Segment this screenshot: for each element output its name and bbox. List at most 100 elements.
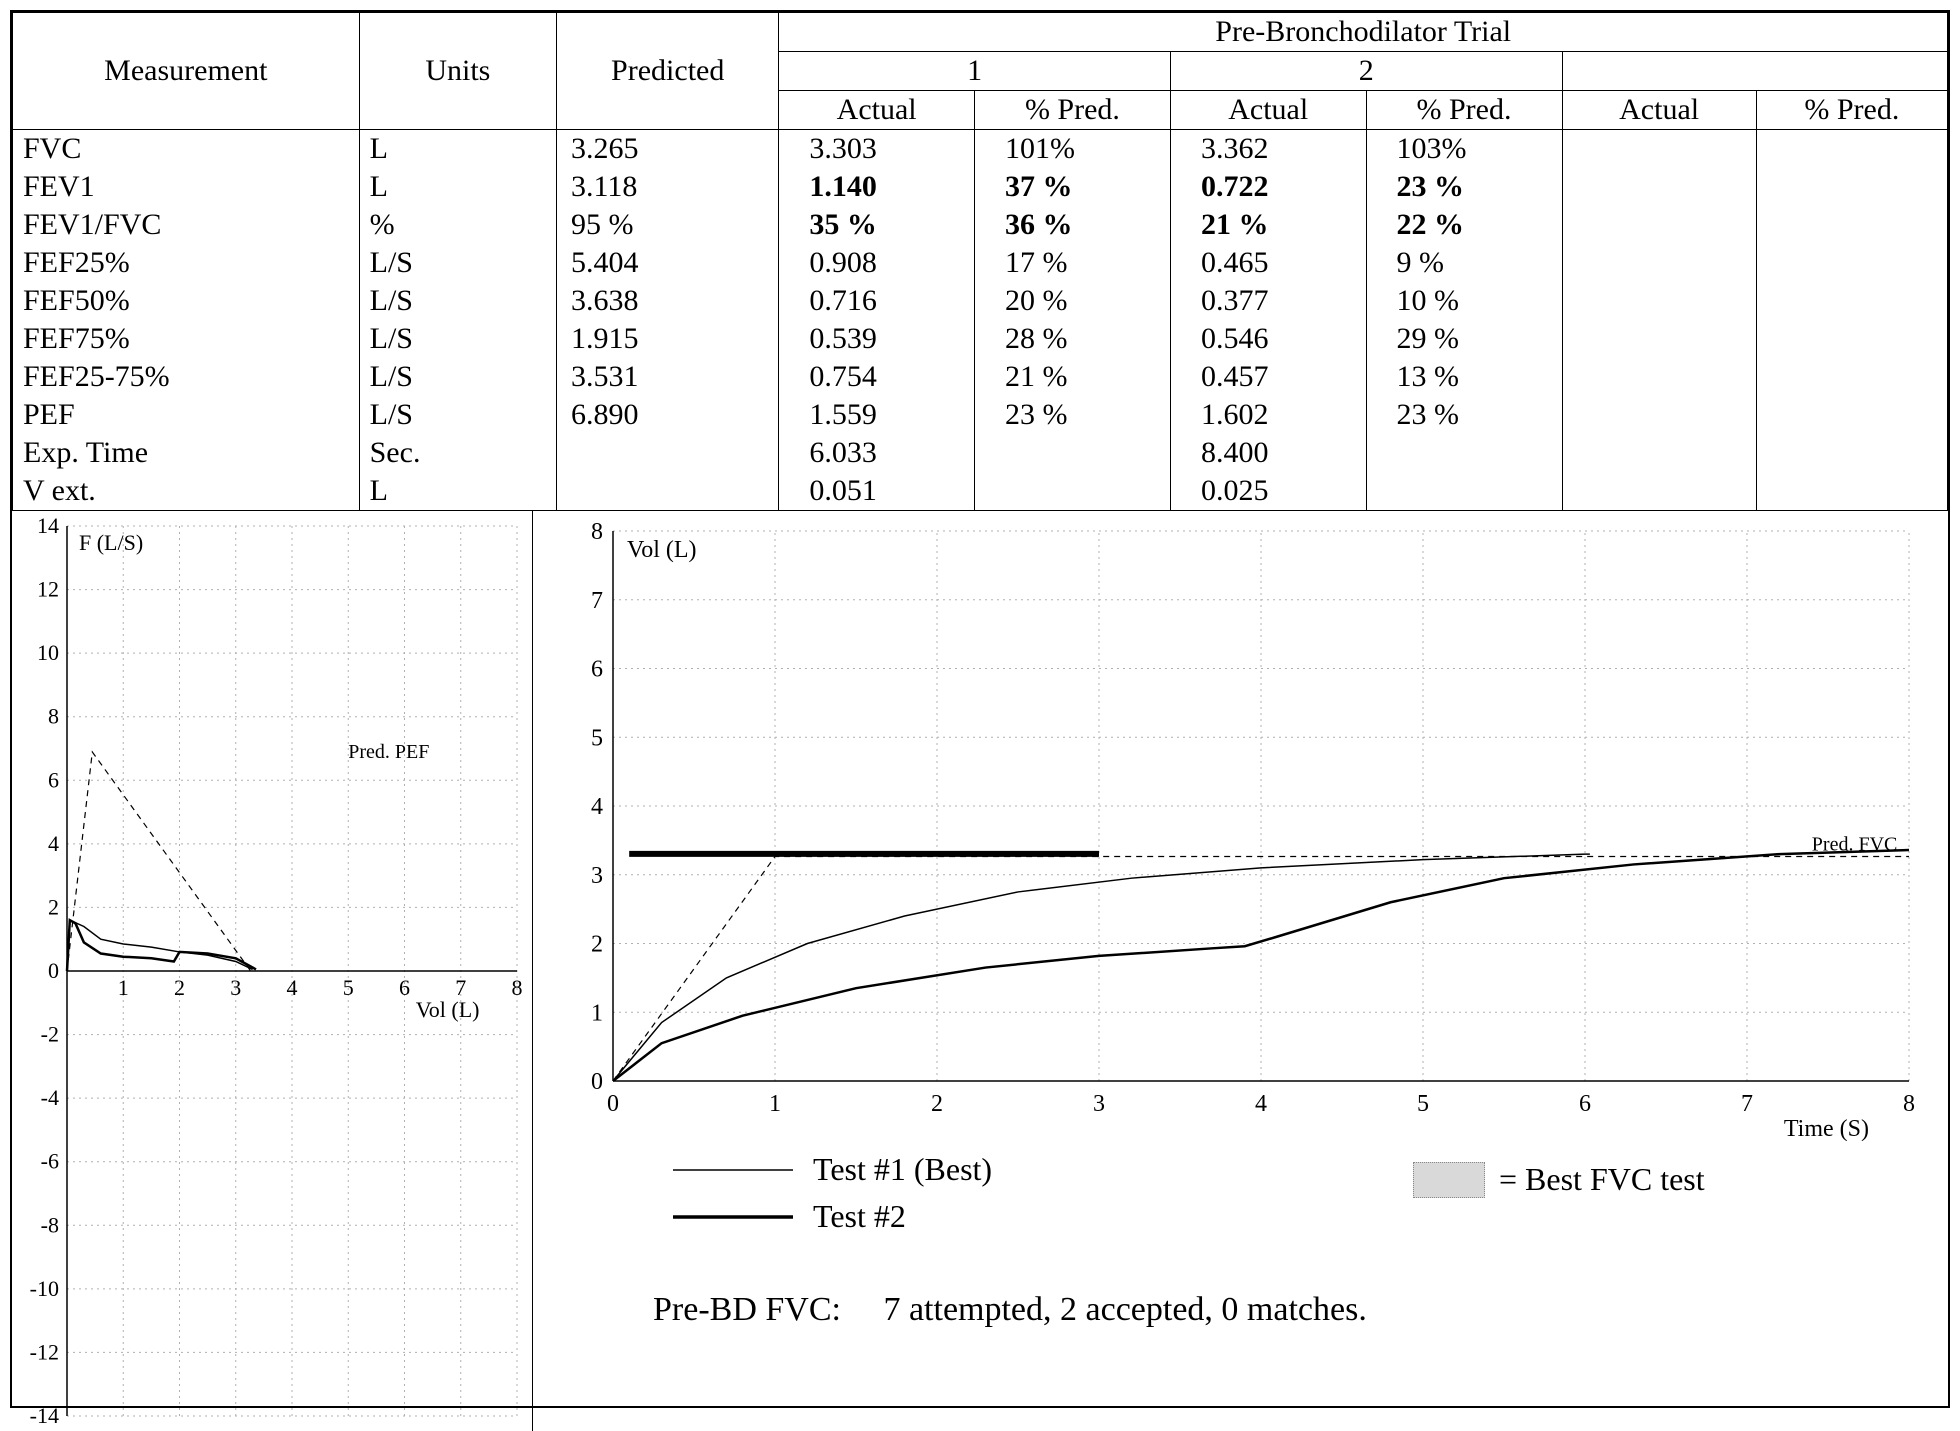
svg-text:-10: -10: [30, 1276, 59, 1301]
cell-a1: 0.754: [779, 358, 975, 396]
table-row: PEFL/S6.8901.55923 %1.60223 %: [13, 396, 1948, 434]
cell-a2: 0.457: [1170, 358, 1366, 396]
svg-text:6: 6: [48, 767, 59, 792]
svg-text:0: 0: [591, 1069, 603, 1095]
cell-m: FEV1: [13, 168, 360, 206]
cell-a2: 1.602: [1170, 396, 1366, 434]
cell-m: Exp. Time: [13, 434, 360, 472]
svg-text:-6: -6: [41, 1149, 59, 1174]
cell-p: [557, 434, 779, 472]
cell-pp1: 23 %: [974, 396, 1170, 434]
cell-a2: 0.025: [1170, 472, 1366, 511]
cell-u: L/S: [359, 320, 556, 358]
charts-row: -14-12-10-8-6-4-20246810121412345678F (L…: [12, 511, 1948, 1431]
cell-a3: [1562, 358, 1756, 396]
svg-text:2: 2: [174, 975, 185, 1000]
cell-a1: 35 %: [779, 206, 975, 244]
cell-a3: [1562, 472, 1756, 511]
svg-text:3: 3: [230, 975, 241, 1000]
svg-text:-14: -14: [30, 1403, 59, 1428]
cell-pp1: 28 %: [974, 320, 1170, 358]
svg-text:-2: -2: [41, 1022, 59, 1047]
cell-a2: 21 %: [1170, 206, 1366, 244]
volume-time-chart: 012345678012345678Vol (L)Time (S)Pred. F…: [533, 511, 1949, 1431]
cell-pp2: 29 %: [1366, 320, 1562, 358]
cell-a3: [1562, 320, 1756, 358]
header-pctpred-2: % Pred.: [1366, 91, 1562, 130]
table-row: V ext.L0.0510.025: [13, 472, 1948, 511]
header-trial-group: Pre-Bronchodilator Trial: [779, 13, 1948, 52]
cell-a1: 0.908: [779, 244, 975, 282]
cell-p: 6.890: [557, 396, 779, 434]
table-row: FEF50%L/S3.6380.71620 %0.37710 %: [13, 282, 1948, 320]
table-row: FEF25-75%L/S3.5310.75421 %0.45713 %: [13, 358, 1948, 396]
cell-u: L: [359, 168, 556, 206]
header-actual-2: Actual: [1170, 91, 1366, 130]
cell-m: FEV1/FVC: [13, 206, 360, 244]
cell-a3: [1562, 282, 1756, 320]
cell-pp3: [1756, 244, 1947, 282]
svg-text:8: 8: [591, 519, 603, 545]
cell-pp1: [974, 434, 1170, 472]
svg-text:0: 0: [48, 958, 59, 983]
header-pctpred-1: % Pred.: [974, 91, 1170, 130]
cell-u: L/S: [359, 358, 556, 396]
legend: Test #1 (Best) Test #2: [673, 1151, 992, 1235]
cell-a1: 0.539: [779, 320, 975, 358]
cell-p: [557, 472, 779, 511]
cell-a2: 0.722: [1170, 168, 1366, 206]
cell-a3: [1562, 206, 1756, 244]
cell-pp1: 101%: [974, 130, 1170, 169]
svg-text:8: 8: [1903, 1091, 1915, 1117]
svg-text:1: 1: [118, 975, 129, 1000]
header-predicted: Predicted: [557, 13, 779, 130]
flow-volume-chart: -14-12-10-8-6-4-20246810121412345678F (L…: [12, 511, 533, 1431]
cell-pp3: [1756, 396, 1947, 434]
cell-p: 3.638: [557, 282, 779, 320]
svg-text:6: 6: [1579, 1091, 1591, 1117]
svg-text:2: 2: [931, 1091, 943, 1117]
table-row: Exp. TimeSec.6.0338.400: [13, 434, 1948, 472]
svg-text:7: 7: [591, 588, 603, 614]
svg-text:4: 4: [48, 831, 59, 856]
svg-text:6: 6: [399, 975, 410, 1000]
svg-text:4: 4: [591, 794, 603, 820]
table-row: FVCL3.2653.303101%3.362103%: [13, 130, 1948, 169]
header-actual-3: Actual: [1562, 91, 1756, 130]
status-text: 7 attempted, 2 accepted, 0 matches.: [883, 1291, 1366, 1328]
cell-a1: 3.303: [779, 130, 975, 169]
cell-pp2: [1366, 472, 1562, 511]
table-row: FEF25%L/S5.4040.90817 %0.465 9 %: [13, 244, 1948, 282]
header-trial-1: 1: [779, 52, 1171, 91]
cell-a1: 0.716: [779, 282, 975, 320]
svg-text:7: 7: [1741, 1091, 1753, 1117]
cell-m: PEF: [13, 396, 360, 434]
svg-text:Vol (L): Vol (L): [627, 537, 697, 563]
table-row: FEV1L3.1181.14037 %0.72223 %: [13, 168, 1948, 206]
svg-text:3: 3: [1093, 1091, 1105, 1117]
cell-a3: [1562, 244, 1756, 282]
svg-text:3: 3: [591, 863, 603, 889]
svg-text:12: 12: [37, 577, 59, 602]
cell-a3: [1562, 130, 1756, 169]
cell-a2: 3.362: [1170, 130, 1366, 169]
cell-a3: [1562, 168, 1756, 206]
svg-text:5: 5: [343, 975, 354, 1000]
cell-u: L: [359, 130, 556, 169]
cell-a2: 8.400: [1170, 434, 1366, 472]
cell-pp1: 37 %: [974, 168, 1170, 206]
svg-text:F (L/S): F (L/S): [79, 530, 143, 555]
cell-pp2: 23 %: [1366, 396, 1562, 434]
cell-a2: 0.546: [1170, 320, 1366, 358]
cell-pp1: 17 %: [974, 244, 1170, 282]
cell-p: 3.531: [557, 358, 779, 396]
cell-a1: 1.140: [779, 168, 975, 206]
cell-pp2: 9 %: [1366, 244, 1562, 282]
swatch-icon: [1413, 1162, 1485, 1198]
cell-m: FEF75%: [13, 320, 360, 358]
cell-pp2: 10 %: [1366, 282, 1562, 320]
svg-text:8: 8: [512, 975, 523, 1000]
cell-p: 95 %: [557, 206, 779, 244]
svg-text:-4: -4: [41, 1085, 59, 1110]
table-row: FEF75%L/S1.9150.53928 %0.54629 %: [13, 320, 1948, 358]
